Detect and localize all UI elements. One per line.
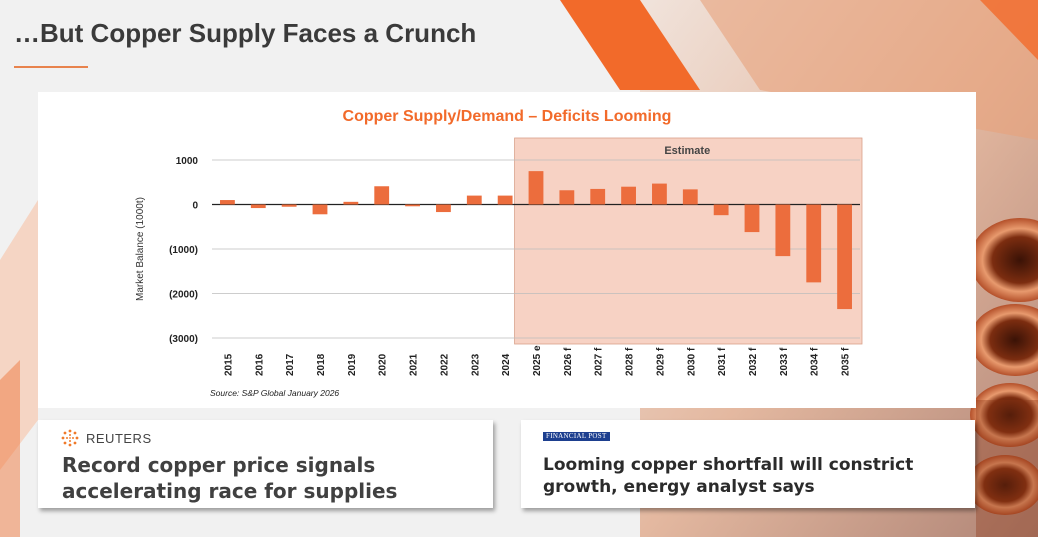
- bar: [559, 190, 575, 205]
- chart-panel: Estimate 1000 0 (1000) (2000) (3000) 2015 2016 2…: [38, 92, 976, 408]
- y-tick-label: (1000): [169, 245, 198, 256]
- x-tick-label: 2030 f: [686, 347, 697, 376]
- x-tick-label: 2017: [285, 353, 296, 376]
- x-tick-label: 2025 e: [532, 345, 543, 376]
- x-tick-label: 2023: [470, 353, 481, 376]
- bar: [744, 204, 760, 233]
- reuters-dots-icon: [61, 429, 79, 447]
- bar: [590, 188, 606, 205]
- x-tick-label: 2022: [439, 353, 450, 376]
- bar: [374, 186, 390, 205]
- x-tick-label: 2024: [501, 353, 512, 376]
- bar: [775, 204, 791, 257]
- bar: [652, 183, 667, 205]
- y-axis-label: Market Balance (1000t): [135, 197, 146, 301]
- x-tick-label: 2026 f: [563, 347, 574, 376]
- copper-balance-chart: Estimate 1000 0 (1000) (2000) (3000) 2015 2016 2…: [135, 108, 863, 398]
- bar: [312, 204, 328, 215]
- bar: [682, 189, 698, 205]
- y-tick-label: 0: [192, 201, 198, 212]
- bar: [405, 204, 420, 207]
- reuters-logo: REUTERS: [60, 428, 152, 448]
- x-tick-label: 2031 f: [717, 347, 728, 376]
- reuters-brand: REUTERS: [86, 430, 152, 446]
- x-tick-label: 2029 f: [655, 347, 666, 376]
- financial-post-logo: FINANCIAL POST: [543, 432, 610, 441]
- x-tick-label: 2018: [316, 353, 327, 376]
- bar: [466, 195, 482, 205]
- estimate-shade: [514, 137, 863, 345]
- x-tick-label: 2019: [347, 353, 358, 376]
- bar: [528, 171, 544, 205]
- chart-source: Source: S&P Global January 2026: [210, 388, 339, 398]
- x-tick-label: 2016: [254, 353, 265, 376]
- estimate-label: Estimate: [664, 145, 710, 157]
- x-tick-label: 2034 f: [810, 347, 821, 376]
- title-underline: [14, 66, 88, 68]
- chart-title: Copper Supply/Demand – Deficits Looming: [343, 108, 672, 125]
- x-tick-label: 2032 f: [748, 347, 759, 376]
- y-tick-label: (2000): [169, 290, 198, 301]
- bar: [621, 186, 636, 205]
- y-tick-label: 1000: [176, 156, 199, 167]
- x-tick-label: 2028 f: [625, 347, 636, 376]
- financial-post-news-card[interactable]: FINANCIAL POST Looming copper shortfall …: [521, 420, 975, 508]
- bar: [713, 204, 729, 216]
- bar: [250, 204, 266, 209]
- bar: [497, 195, 513, 205]
- bar: [343, 201, 359, 205]
- bar: [806, 204, 822, 283]
- financial-post-headline[interactable]: Looming copper shortfall will constrict …: [543, 455, 914, 497]
- bar: [281, 204, 297, 207]
- x-tick-label: 2020: [378, 353, 389, 376]
- bar: [837, 204, 852, 310]
- x-tick-label: 2027 f: [594, 347, 605, 376]
- reuters-news-card[interactable]: REUTERS Record copper price signals acce…: [38, 420, 493, 508]
- x-tick-label: 2035 f: [841, 347, 852, 376]
- bar: [220, 200, 235, 205]
- y-tick-label: (3000): [169, 334, 198, 345]
- bar: [436, 204, 451, 213]
- x-tick-label: 2033 f: [779, 347, 790, 376]
- reuters-headline[interactable]: Record copper price signals accelerating…: [62, 453, 398, 503]
- x-tick-label: 2021: [409, 353, 420, 376]
- slide-title: …But Copper Supply Faces a Crunch: [14, 18, 477, 48]
- x-tick-label: 2015: [223, 353, 234, 376]
